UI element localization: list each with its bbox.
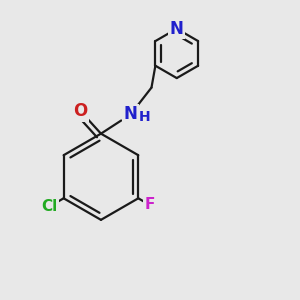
Text: N: N (124, 105, 138, 123)
Text: H: H (139, 110, 151, 124)
Text: F: F (145, 197, 155, 212)
Text: O: O (74, 102, 88, 120)
Text: Cl: Cl (41, 199, 58, 214)
Text: N: N (170, 20, 184, 38)
